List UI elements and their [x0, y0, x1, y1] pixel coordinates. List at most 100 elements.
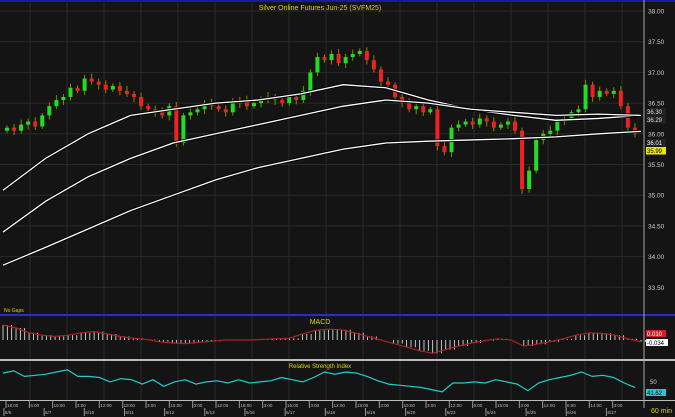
x-date-label: 6/17 [286, 410, 295, 415]
rsi-label-bg [646, 389, 666, 396]
candle [428, 109, 433, 113]
candle [534, 139, 539, 171]
x-time-label: 3:00 [147, 403, 156, 408]
x-date-label: 6/23 [447, 410, 456, 415]
panel-divider [0, 400, 675, 401]
x-date-label: 6/26 [567, 410, 576, 415]
candle [19, 124, 24, 131]
candle [54, 100, 59, 107]
price-label-bg [646, 147, 666, 155]
y-tick-label: 35.00 [648, 193, 665, 200]
candle [491, 121, 496, 128]
candle [301, 90, 306, 101]
candle [251, 103, 256, 107]
candle [576, 109, 581, 113]
candle [280, 100, 285, 104]
candle [527, 170, 532, 190]
x-time-label: 6:00 [30, 403, 39, 408]
x-date-label: 6/13 [206, 410, 215, 415]
y-tick-label: 34.50 [648, 223, 665, 230]
price-label-bg [646, 108, 666, 116]
candle [484, 118, 489, 122]
candle [174, 106, 179, 144]
x-time-label: 15:00 [287, 403, 299, 408]
candle [12, 127, 17, 131]
price-label-bg [646, 116, 666, 124]
moving-average-line [2, 84, 642, 191]
moving-average-outline [2, 129, 642, 267]
x-time-label: 15:00 [497, 403, 509, 408]
candle [315, 57, 320, 73]
candle [33, 121, 38, 127]
panel-divider [0, 359, 675, 361]
top-border [0, 0, 675, 2]
x-date-label: 6/24 [487, 410, 496, 415]
candle [513, 121, 517, 131]
y-tick-label: 36.00 [648, 131, 665, 138]
x-time-label: 12:00 [217, 403, 229, 408]
candle [26, 121, 31, 125]
candle [146, 106, 151, 110]
moving-average-line [2, 99, 642, 233]
x-time-label: 6:00 [567, 403, 576, 408]
candle [583, 84, 588, 110]
candle [378, 69, 383, 82]
candle [124, 90, 129, 94]
x-time-label: 15:00 [404, 403, 416, 408]
candle [322, 57, 327, 61]
macd-signal-value: 0.010 [647, 332, 663, 338]
candle [364, 50, 369, 61]
rsi-tick-label: 50 [650, 380, 657, 386]
x-time-label: 18:00 [357, 403, 369, 408]
candle [329, 53, 334, 61]
candle [117, 85, 122, 91]
candle [470, 121, 475, 125]
candle [407, 103, 412, 110]
x-time-label: 15:00 [54, 403, 66, 408]
y-tick-label: 35.50 [648, 162, 665, 169]
moving-average-line [2, 130, 642, 266]
x-date-label: 6/19 [366, 410, 375, 415]
candle [223, 109, 228, 113]
x-date-label: 6/27 [607, 410, 616, 415]
candle [68, 87, 73, 97]
x-time-label: 3:00 [264, 403, 273, 408]
candle [40, 115, 45, 127]
x-time-label: 3:00 [427, 403, 436, 408]
candle [463, 121, 468, 125]
candle [505, 121, 510, 125]
x-time-label: 12:00 [334, 403, 346, 408]
x-date-label: 6/7 [45, 410, 52, 415]
candle [477, 118, 482, 125]
y-tick-label: 36.50 [648, 101, 665, 108]
x-time-label: 18:00 [7, 403, 19, 408]
rsi-value: 41.62 [647, 391, 663, 397]
candle [357, 50, 362, 54]
candle [195, 109, 200, 113]
y-tick-label: 37.00 [648, 70, 665, 77]
candle [371, 60, 376, 70]
candle [89, 78, 94, 82]
rsi-title: Relative Strength Index [289, 364, 351, 370]
candle [5, 127, 9, 131]
rsi-line [2, 369, 636, 393]
x-time-label: 6:00 [474, 403, 483, 408]
x-time-label: 3:00 [194, 403, 203, 408]
candle [188, 112, 193, 116]
x-date-label: 6/16 [246, 410, 255, 415]
candle [230, 103, 235, 113]
macd-value: -0.034 [647, 341, 665, 347]
candle [181, 115, 186, 144]
candle [61, 96, 66, 101]
x-time-label: 12:00 [544, 403, 556, 408]
candle [139, 96, 144, 107]
x-date-label: 6/20 [407, 410, 416, 415]
x-time-label: 18:00 [240, 403, 252, 408]
x-date-label: 6/25 [527, 410, 536, 415]
x-time-label: 3:00 [614, 403, 623, 408]
y-tick-label: 37.50 [648, 39, 665, 46]
price-label: 36.30 [647, 110, 663, 116]
interval-label[interactable]: 60 min [651, 408, 672, 415]
candle [555, 121, 560, 131]
